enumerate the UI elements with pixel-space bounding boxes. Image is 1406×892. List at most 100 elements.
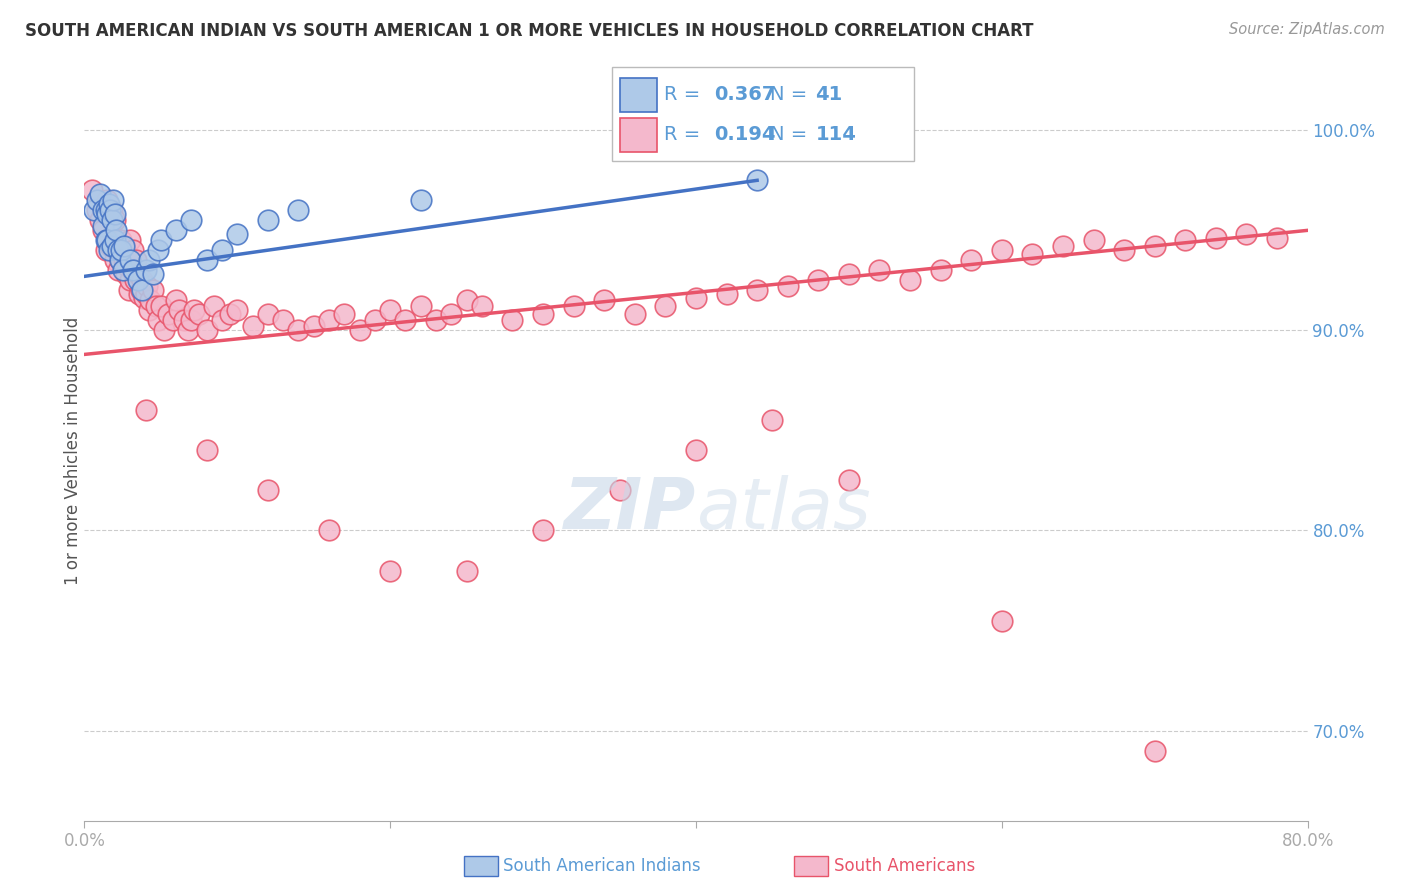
Point — [128, 287, 150, 301]
Point — [125, 253, 148, 268]
Point — [131, 284, 153, 298]
Point — [97, 233, 120, 247]
Point — [271, 313, 294, 327]
Point — [114, 268, 136, 282]
Text: Source: ZipAtlas.com: Source: ZipAtlas.com — [1229, 22, 1385, 37]
Point — [104, 233, 127, 247]
Point — [380, 564, 402, 578]
Point — [146, 244, 169, 258]
Point — [86, 203, 108, 218]
Point — [1021, 247, 1043, 261]
Point — [211, 313, 233, 327]
Point — [132, 292, 155, 306]
Point — [98, 239, 121, 253]
Point — [531, 524, 554, 538]
Point — [135, 403, 157, 417]
Point — [838, 268, 860, 282]
Point — [226, 303, 249, 318]
Point — [287, 203, 309, 218]
Point — [112, 239, 135, 253]
Point — [1265, 231, 1288, 245]
Point — [318, 524, 340, 538]
Text: atlas: atlas — [696, 475, 870, 544]
Point — [145, 299, 167, 313]
Point — [685, 443, 707, 458]
Point — [409, 194, 432, 208]
Point — [318, 313, 340, 327]
Point — [195, 443, 218, 458]
Point — [149, 233, 172, 247]
Point — [149, 299, 172, 313]
Point — [115, 260, 138, 274]
Point — [1083, 233, 1105, 247]
Y-axis label: 1 or more Vehicles in Household: 1 or more Vehicles in Household — [65, 317, 82, 584]
Point — [1114, 244, 1136, 258]
Point — [716, 287, 738, 301]
Point — [157, 307, 180, 321]
Point — [138, 303, 160, 318]
Point — [177, 323, 200, 337]
Point — [142, 268, 165, 282]
Point — [135, 263, 157, 277]
Point — [898, 273, 921, 287]
Point — [104, 207, 127, 221]
Point — [112, 253, 135, 268]
Point — [94, 233, 117, 247]
Point — [91, 223, 114, 237]
Point — [624, 307, 647, 321]
Point — [127, 273, 149, 287]
Point — [761, 413, 783, 427]
Point — [349, 323, 371, 337]
Point — [380, 303, 402, 318]
Point — [120, 273, 142, 287]
Point — [188, 307, 211, 321]
Point — [440, 307, 463, 321]
Point — [302, 319, 325, 334]
Point — [180, 213, 202, 227]
Point — [104, 253, 127, 268]
Point — [654, 299, 676, 313]
Point — [257, 307, 280, 321]
Point — [807, 273, 830, 287]
Point — [226, 227, 249, 242]
Point — [121, 263, 143, 277]
Text: 0.367: 0.367 — [714, 85, 776, 104]
Point — [211, 244, 233, 258]
Point — [1143, 239, 1166, 253]
Text: N =: N = — [770, 125, 814, 145]
Point — [101, 203, 124, 218]
Point — [394, 313, 416, 327]
Point — [122, 263, 145, 277]
Point — [409, 299, 432, 313]
Point — [107, 244, 129, 258]
Point — [124, 273, 146, 287]
Point — [111, 263, 134, 277]
Point — [118, 284, 141, 298]
Point — [86, 194, 108, 208]
Point — [110, 244, 132, 258]
Point — [685, 292, 707, 306]
Text: ZIP: ZIP — [564, 475, 696, 544]
Point — [96, 207, 118, 221]
Point — [98, 203, 121, 218]
Point — [593, 293, 616, 308]
Point — [146, 313, 169, 327]
Point — [364, 313, 387, 327]
Point — [153, 323, 176, 337]
Point — [96, 233, 118, 247]
Point — [89, 213, 111, 227]
Point — [531, 307, 554, 321]
Point — [142, 284, 165, 298]
Point — [838, 474, 860, 488]
Point — [165, 293, 187, 308]
Point — [105, 244, 128, 258]
Point — [202, 299, 225, 313]
Point — [91, 203, 114, 218]
Text: R =: R = — [664, 85, 706, 104]
Point — [1205, 231, 1227, 245]
Point — [960, 253, 983, 268]
Point — [1236, 227, 1258, 242]
Point — [167, 303, 190, 318]
Point — [122, 244, 145, 258]
Point — [991, 244, 1014, 258]
